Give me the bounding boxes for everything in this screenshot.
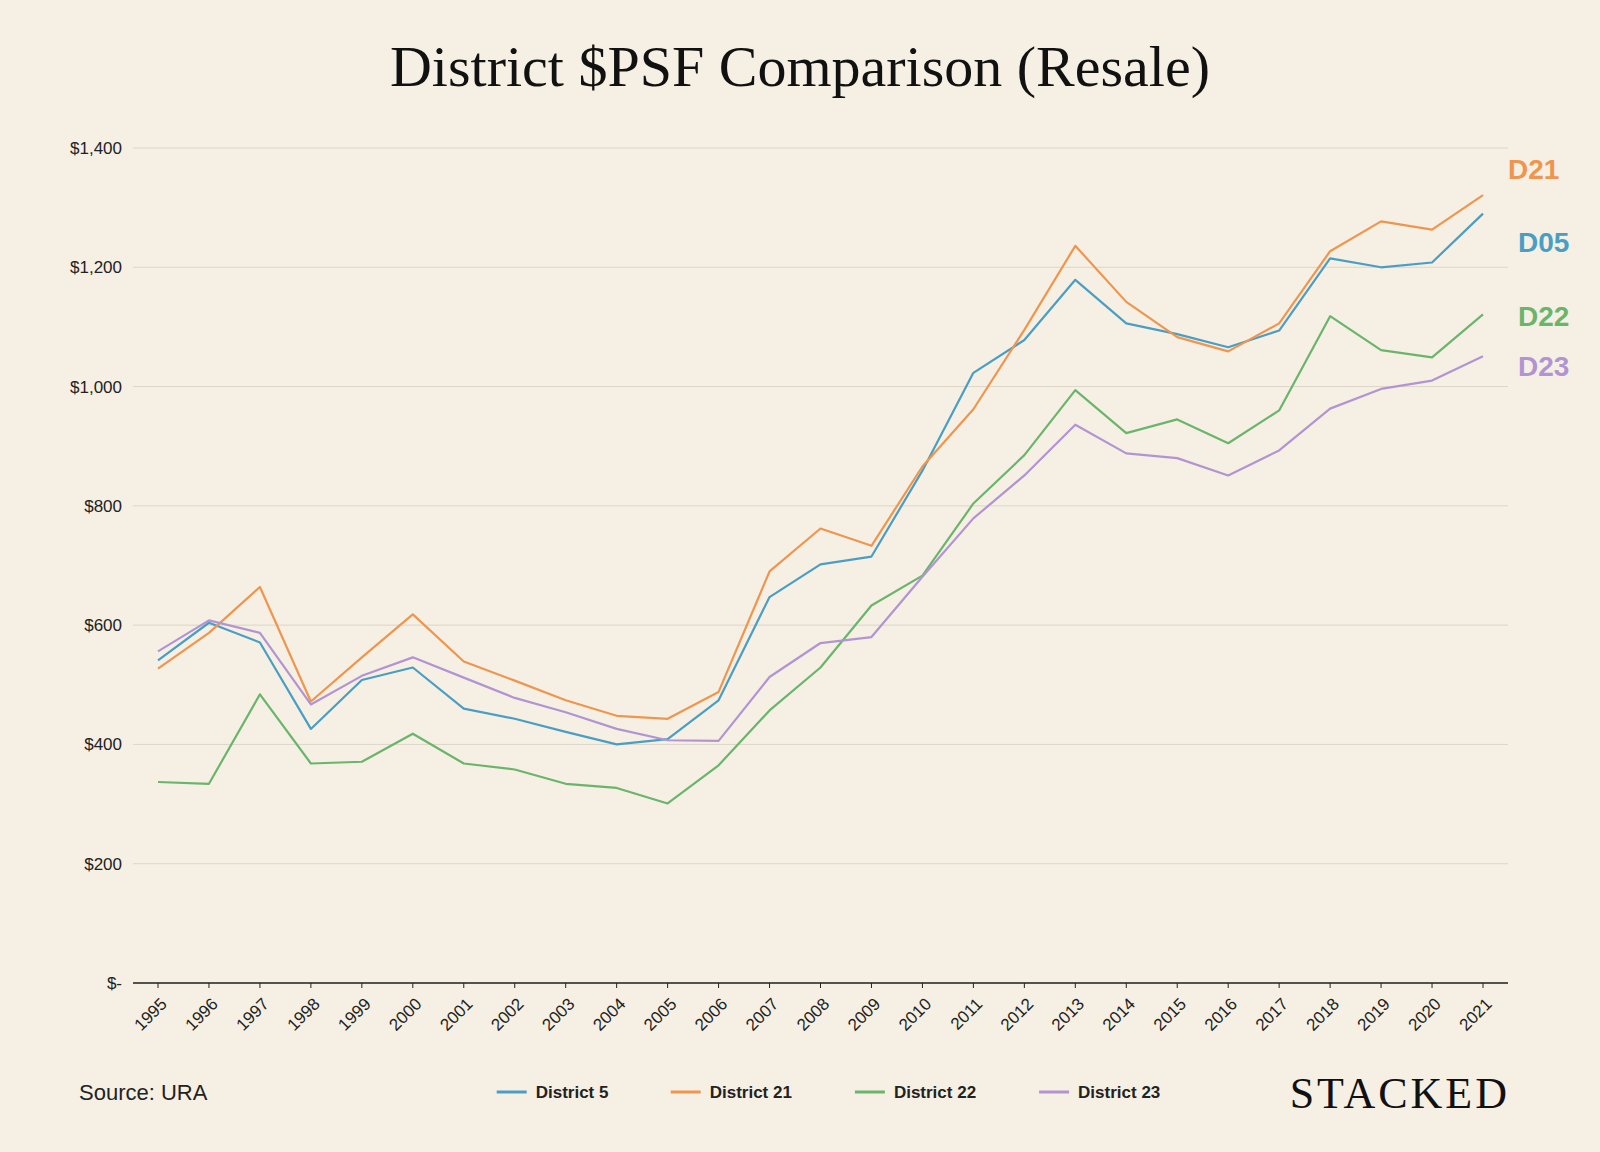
- legend-label: District 23: [1078, 1083, 1160, 1102]
- x-tick-label: 2011: [947, 994, 986, 1033]
- x-tick-label: 2005: [640, 994, 680, 1034]
- y-tick-label: $800: [84, 497, 122, 516]
- title: District $PSF Comparison (Resale): [390, 34, 1210, 99]
- background: [0, 0, 1600, 1152]
- x-tick: [463, 983, 464, 988]
- y-tick-label: $600: [84, 616, 122, 635]
- x-tick: [1075, 983, 1076, 988]
- x-tick: [259, 983, 260, 988]
- legend-label: District 5: [536, 1083, 609, 1102]
- x-tick-label: 2017: [1252, 994, 1292, 1034]
- x-tick: [1330, 983, 1331, 988]
- legend-label: District 22: [894, 1083, 976, 1102]
- x-tick: [616, 983, 617, 988]
- x-tick-label: 2006: [691, 994, 731, 1034]
- x-tick: [361, 983, 362, 988]
- y-tick-label: $200: [84, 855, 122, 874]
- series-line: [158, 314, 1483, 803]
- legend: District 5 District 21 District 22 District…: [497, 1083, 1161, 1102]
- x-tick: [973, 983, 974, 988]
- x-tick: [310, 983, 311, 988]
- x-tick-label: 2004: [589, 994, 629, 1034]
- grid-line: [133, 505, 1508, 506]
- legend-swatch: [1039, 1091, 1069, 1094]
- x-tick: [769, 983, 770, 988]
- source: Source: URA: [79, 1080, 208, 1105]
- x-tick-label: 2007: [742, 994, 782, 1034]
- x-tick: [1177, 983, 1178, 988]
- x-tick: [871, 983, 872, 988]
- x-tick: [1024, 983, 1025, 988]
- x-tick-label: 2016: [1201, 994, 1241, 1034]
- x-tick: [565, 983, 566, 988]
- legend-swatch: [671, 1091, 701, 1094]
- x-tick: [718, 983, 719, 988]
- x-tick: [412, 983, 413, 988]
- y-tick-label: $1,200: [70, 258, 122, 277]
- x-tick: [820, 983, 821, 988]
- x-tick-label: 2009: [844, 994, 884, 1034]
- x-tick-label: 2002: [487, 994, 527, 1034]
- x-tick: [158, 983, 159, 988]
- legend-label: District 21: [710, 1083, 792, 1102]
- grid-line: [133, 148, 1508, 149]
- lines: [158, 195, 1483, 803]
- end-label: D22: [1518, 301, 1569, 332]
- x-tick: [1279, 983, 1280, 988]
- x-tick: [514, 983, 515, 988]
- x-tick-label: 2014: [1099, 994, 1139, 1034]
- y-tick-label: $-: [107, 974, 122, 993]
- x-tick-label: 1999: [334, 994, 374, 1034]
- x-tick: [1483, 983, 1484, 988]
- x-tick-label: 2010: [895, 994, 935, 1034]
- end-label: D05: [1518, 227, 1569, 258]
- x-tick: [1228, 983, 1229, 988]
- series-line: [158, 356, 1483, 741]
- y-tick-label: $1,400: [70, 139, 122, 158]
- grid-line: [133, 863, 1508, 864]
- end-label: D23: [1518, 351, 1569, 382]
- grid-line: [133, 744, 1508, 745]
- series-line: [158, 214, 1483, 745]
- x-tick-label: 1998: [284, 994, 324, 1034]
- x-tick-label: 1996: [182, 994, 222, 1034]
- end-label: D21: [1508, 154, 1559, 185]
- x-tick-label: 2001: [436, 994, 476, 1034]
- x-tick-label: 2015: [1150, 994, 1190, 1034]
- grid-line: [133, 625, 1508, 626]
- x-tick: [1126, 983, 1127, 988]
- x-tick-label: 2019: [1354, 994, 1394, 1034]
- x-tick-label: 2003: [538, 994, 578, 1034]
- series-line: [158, 195, 1483, 719]
- grid-line: [133, 267, 1508, 268]
- chart: District $PSF Comparison (Resale) $- $200 $…: [0, 0, 1600, 1152]
- x-tick-label: 2020: [1405, 994, 1445, 1034]
- x-tick-label: 2013: [1048, 994, 1088, 1034]
- y-tick-label: $1,000: [70, 378, 122, 397]
- x-tick: [1381, 983, 1382, 988]
- x-tick-label: 2000: [385, 994, 425, 1034]
- x-tick-label: 1995: [131, 994, 171, 1034]
- x-tick: [922, 983, 923, 988]
- x-tick-label: 2012: [997, 994, 1037, 1034]
- x-tick: [1432, 983, 1433, 988]
- legend-swatch: [855, 1091, 885, 1094]
- legend-swatch: [497, 1091, 527, 1094]
- x-tick-label: 2008: [793, 994, 833, 1034]
- x-tick-label: 2021: [1456, 994, 1496, 1034]
- x-tick-label: 1997: [233, 994, 273, 1034]
- x-tick-label: 2018: [1303, 994, 1343, 1034]
- logo: STACKED: [1290, 1069, 1510, 1118]
- x-tick: [667, 983, 668, 988]
- y-tick-label: $400: [84, 735, 122, 754]
- x-tick: [208, 983, 209, 988]
- grid-line: [133, 386, 1508, 387]
